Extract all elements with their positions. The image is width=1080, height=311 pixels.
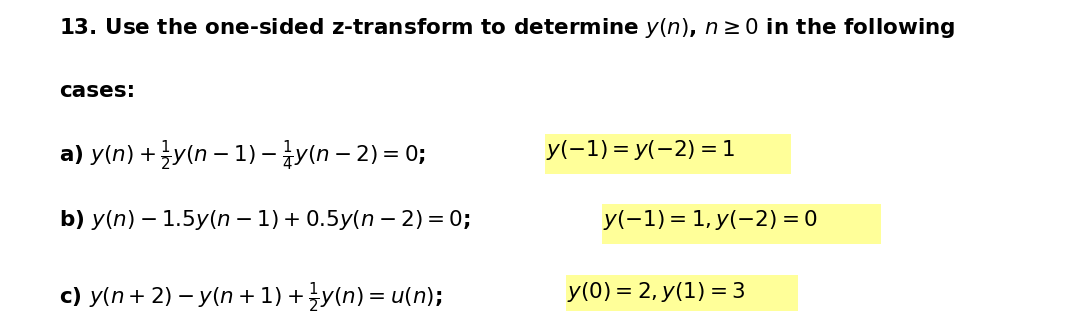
Bar	[603, 204, 881, 244]
Text: b) $y(n) - 1.5y(n-1) + 0.5y(n-2) = 0$;: b) $y(n) - 1.5y(n-1) + 0.5y(n-2) = 0$;	[59, 208, 481, 232]
Text: c) $y(n+2) - y(n+1) + \frac{1}{2}y(n) = u(n)$;: c) $y(n+2) - y(n+1) + \frac{1}{2}y(n) = …	[59, 280, 453, 311]
Text: $y(-1) = y(-2) = 1$: $y(-1) = y(-2) = 1$	[545, 138, 734, 162]
Text: a) $y(n) + \frac{1}{2}y(n-1) - \frac{1}{4}y(n-2) = 0$;: a) $y(n) + \frac{1}{2}y(n-1) - \frac{1}{…	[59, 138, 436, 173]
Text: cases:: cases:	[59, 81, 135, 101]
Text: $y(-1) = 1, y(-2) = 0$: $y(-1) = 1, y(-2) = 0$	[604, 208, 818, 232]
Bar	[544, 134, 791, 174]
Text: 13. Use the one-sided z-transform to determine $y(n)$, $n\geq 0$ in the followin: 13. Use the one-sided z-transform to det…	[59, 16, 956, 39]
Bar	[566, 275, 798, 311]
Text: $y(0) = 2, y(1) = 3$: $y(0) = 2, y(1) = 3$	[567, 280, 745, 304]
